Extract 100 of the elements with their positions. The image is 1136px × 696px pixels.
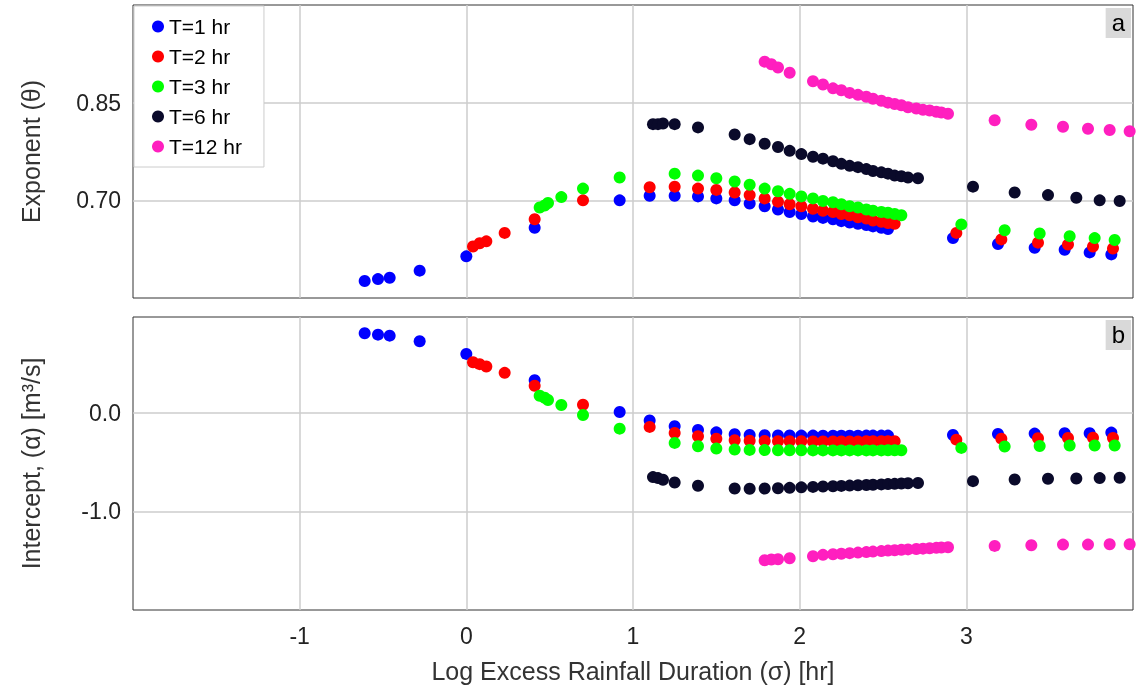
point [942, 107, 954, 120]
y-tick-label: 0.0 [89, 399, 121, 426]
point [1042, 189, 1054, 202]
point [817, 194, 829, 207]
point [912, 172, 924, 185]
point [772, 482, 784, 495]
point [783, 481, 796, 494]
point [783, 198, 796, 211]
point [613, 422, 626, 435]
point [967, 475, 979, 488]
point [783, 444, 796, 457]
point [692, 182, 704, 195]
point [383, 271, 396, 284]
point [372, 273, 384, 286]
point [1008, 186, 1021, 199]
point [1057, 120, 1069, 133]
point [643, 420, 656, 433]
x-tick-label: 0 [459, 622, 473, 649]
x-tick-label: -1 [289, 622, 310, 649]
point [1088, 439, 1101, 452]
point [668, 436, 681, 449]
point [555, 191, 568, 204]
legend-label: T=1 hr [169, 15, 231, 38]
point [480, 360, 493, 373]
point [358, 327, 371, 340]
point [613, 406, 626, 418]
point [413, 335, 426, 348]
point [692, 430, 704, 443]
point [657, 473, 669, 486]
point [728, 186, 741, 199]
point [728, 443, 741, 456]
point [795, 444, 808, 457]
y-tick-label: 0.70 [76, 187, 121, 214]
point [743, 482, 756, 495]
point [998, 440, 1011, 453]
point [668, 426, 681, 439]
point [998, 224, 1011, 237]
point [807, 480, 819, 493]
point [413, 264, 426, 277]
point [577, 398, 589, 411]
legend-label: T=2 hr [169, 45, 231, 68]
point [710, 183, 723, 196]
x-tick-label: 3 [959, 622, 973, 649]
point [783, 552, 796, 565]
point [1093, 472, 1106, 485]
point [743, 133, 756, 146]
point [668, 180, 681, 193]
point [577, 194, 589, 207]
point [692, 121, 704, 134]
y-axis-title: Exponent (θ) [16, 79, 45, 224]
x-tick-label: 1 [626, 622, 640, 649]
point [772, 61, 784, 74]
point [758, 444, 771, 457]
point [1082, 122, 1094, 135]
point [383, 329, 396, 342]
point [807, 550, 819, 563]
point [1025, 539, 1038, 552]
legend-label: T=3 hr [169, 75, 231, 98]
point [710, 432, 723, 445]
point [613, 171, 626, 184]
point [950, 226, 963, 239]
point [692, 479, 704, 492]
point [728, 482, 741, 495]
annotation: b [1111, 320, 1126, 348]
point [772, 185, 784, 198]
point [1033, 439, 1046, 452]
point [1103, 538, 1116, 551]
point [795, 200, 808, 213]
point [817, 78, 829, 91]
point [1103, 124, 1116, 137]
point [1070, 472, 1083, 485]
legend-label: T=12 hr [169, 135, 242, 158]
point [807, 75, 819, 88]
point [912, 476, 924, 489]
point [1123, 538, 1136, 551]
point [668, 476, 681, 489]
point [783, 187, 796, 200]
point [988, 539, 1001, 552]
point [498, 226, 511, 239]
point [528, 379, 541, 392]
point [783, 144, 796, 157]
point [555, 399, 568, 411]
point [955, 218, 968, 231]
point [1063, 230, 1076, 243]
point [668, 167, 681, 180]
x-axis-title: Log Excess Rainfall Duration (σ) [hr] [431, 656, 835, 685]
point [817, 548, 829, 561]
point [542, 394, 554, 407]
point [807, 192, 819, 205]
point [807, 444, 819, 457]
point [783, 66, 796, 79]
legend-label: T=6 hr [169, 105, 231, 128]
point [692, 440, 704, 453]
point [772, 195, 784, 208]
point [1033, 227, 1046, 240]
point [817, 152, 829, 165]
y-tick-label: 0.85 [76, 89, 121, 116]
x-tick-label: 2 [793, 622, 807, 649]
point [743, 189, 756, 202]
point [758, 182, 771, 195]
